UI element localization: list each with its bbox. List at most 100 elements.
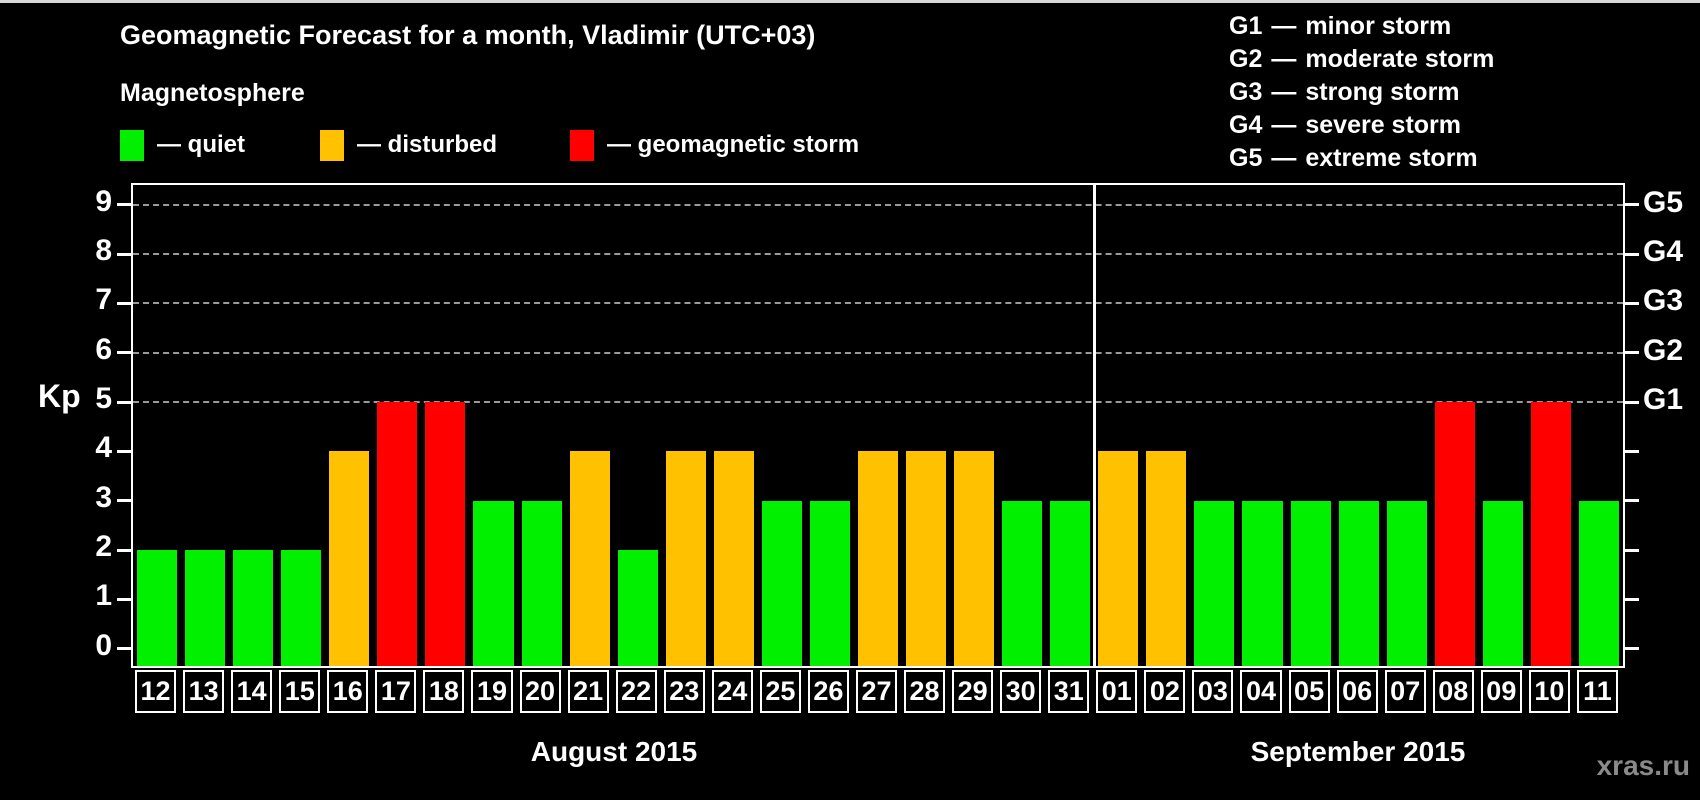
day-cell-aug-27: 27 <box>855 670 898 713</box>
bar-aug-26 <box>809 500 850 666</box>
top-edge-strip <box>0 0 1700 3</box>
y-tick-right-8 <box>1625 253 1639 256</box>
day-cell-sep-02: 02 <box>1144 670 1186 713</box>
y-tick-left-7 <box>117 302 131 305</box>
gridline-kp6 <box>133 351 1623 354</box>
gridline-kp5 <box>133 401 1623 404</box>
g-desc: extreme storm <box>1305 144 1478 172</box>
g-desc: severe storm <box>1305 111 1462 139</box>
gridline-kp7 <box>133 302 1623 305</box>
day-cell-aug-21: 21 <box>567 670 609 713</box>
quiet-swatch <box>120 129 144 161</box>
y-tick-left-4 <box>117 450 131 453</box>
legend-item-disturbed: — disturbed <box>320 128 497 162</box>
legend-item-label: — geomagnetic storm <box>607 131 860 158</box>
day-cell-sep-07: 07 <box>1384 670 1426 713</box>
day-cell-aug-15: 15 <box>279 670 321 713</box>
bar-aug-13 <box>185 550 226 666</box>
dash-separator: — <box>1271 12 1297 40</box>
y-tick-label-3: 3 <box>95 480 112 514</box>
disturbed-swatch <box>320 129 344 161</box>
bar-aug-30 <box>1002 500 1043 666</box>
gridline-kp9 <box>133 203 1623 206</box>
plot-area <box>131 183 1625 668</box>
dash-separator: — <box>1271 45 1297 73</box>
legend-item-storm: — geomagnetic storm <box>570 128 859 162</box>
g-scale-line-g3: G3 — strong storm <box>1229 76 1494 109</box>
day-cell-aug-24: 24 <box>711 670 753 713</box>
y-tick-left-1 <box>117 598 131 601</box>
chart-title: Geomagnetic Forecast for a month, Vladim… <box>120 20 816 50</box>
day-cell-aug-29: 29 <box>952 670 994 713</box>
y-tick-left-9 <box>117 203 131 206</box>
day-cell-aug-18: 18 <box>423 670 465 713</box>
day-cell-aug-22: 22 <box>615 670 657 713</box>
day-cell-aug-13: 13 <box>183 670 225 713</box>
y-tick-right-2 <box>1625 549 1639 552</box>
bar-aug-17 <box>377 402 418 666</box>
day-cell-aug-14: 14 <box>231 670 273 713</box>
day-cell-sep-03: 03 <box>1192 670 1234 713</box>
legend-item-quiet: — quiet <box>120 128 245 162</box>
g-scale-line-g2: G2 — moderate storm <box>1229 43 1494 76</box>
bar-sep-07 <box>1386 500 1427 666</box>
bar-aug-25 <box>761 500 802 666</box>
day-cell-sep-04: 04 <box>1240 670 1282 713</box>
bar-aug-27 <box>857 451 899 666</box>
y-tick-label-1: 1 <box>95 579 112 613</box>
watermark: xras.ru <box>1596 750 1690 781</box>
y-tick-left-3 <box>117 499 131 502</box>
day-cell-sep-01: 01 <box>1096 670 1138 713</box>
g-code: G3 <box>1229 78 1263 106</box>
bar-aug-21 <box>569 451 610 666</box>
bar-aug-24 <box>713 451 754 666</box>
bar-sep-05 <box>1290 500 1331 666</box>
day-cell-aug-30: 30 <box>1000 670 1042 713</box>
day-cell-sep-06: 06 <box>1336 670 1378 713</box>
g-scale-legend: G1 — minor storm G2 — moderate storm G3 — stro… <box>1229 10 1494 175</box>
y-tick-label-8: 8 <box>95 234 112 268</box>
y-tick-right-7 <box>1625 302 1639 305</box>
bar-aug-15 <box>281 550 322 666</box>
day-cell-aug-31: 31 <box>1048 670 1090 713</box>
day-cell-aug-28: 28 <box>904 670 946 713</box>
y-tick-label-2: 2 <box>95 530 112 564</box>
bar-sep-04 <box>1242 500 1283 666</box>
magnetosphere-label: Magnetosphere <box>120 79 305 107</box>
bar-aug-16 <box>329 451 370 666</box>
dash-separator: — <box>1271 111 1297 139</box>
g-desc: strong storm <box>1305 78 1460 106</box>
g-scale-line-g4: G4 — severe storm <box>1229 109 1494 142</box>
y-axis-title: Kp <box>38 378 81 414</box>
g-scale-line-g1: G1 — minor storm <box>1229 10 1494 43</box>
bar-aug-20 <box>521 500 562 666</box>
day-cell-aug-12: 12 <box>135 670 177 713</box>
y-tick-label-6: 6 <box>95 332 112 366</box>
legend-item-label: — disturbed <box>357 131 498 158</box>
storm-swatch <box>570 129 594 161</box>
bar-aug-19 <box>473 500 514 666</box>
month-label-august: August 2015 <box>530 736 698 767</box>
bar-aug-12 <box>137 550 178 666</box>
y-tick-label-7: 7 <box>95 283 112 317</box>
y-tick-left-6 <box>117 351 131 354</box>
bar-sep-11 <box>1578 500 1619 666</box>
g-level-label-g5: G5 <box>1643 185 1684 219</box>
g-code: G4 <box>1229 111 1263 139</box>
month-label-september: September 2015 <box>1250 736 1466 767</box>
bar-sep-01 <box>1098 451 1139 666</box>
bar-aug-31 <box>1050 500 1091 666</box>
bar-aug-22 <box>617 550 658 666</box>
legend-item-label: — quiet <box>157 131 245 158</box>
g-code: G2 <box>1229 45 1263 73</box>
day-cell-aug-16: 16 <box>327 670 369 713</box>
status-legend: — quiet — disturbed — geomagnetic storm <box>0 128 1100 162</box>
bar-aug-23 <box>665 451 706 666</box>
y-tick-label-5: 5 <box>95 382 112 416</box>
day-cell-aug-25: 25 <box>759 670 801 713</box>
bar-sep-10 <box>1530 402 1571 666</box>
y-tick-left-0 <box>117 647 131 650</box>
y-tick-left-5 <box>117 401 131 404</box>
bar-sep-09 <box>1482 500 1523 666</box>
